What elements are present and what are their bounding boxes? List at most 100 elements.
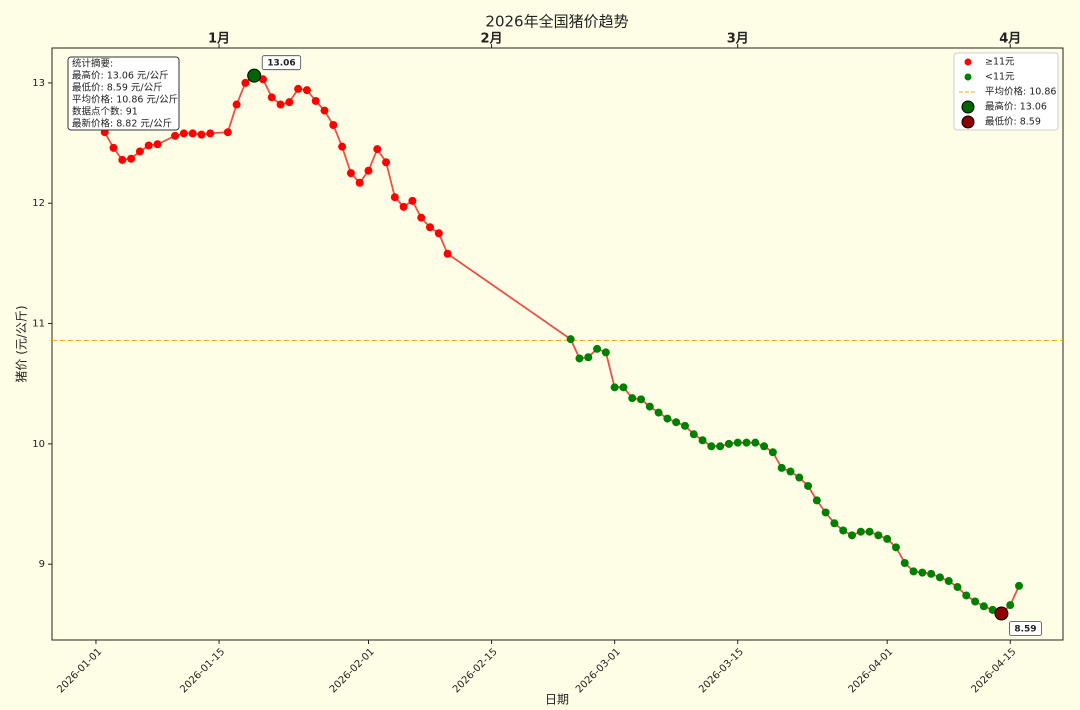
y-tick-label: 13 [32, 78, 45, 89]
price-point [751, 438, 760, 447]
price-point [346, 169, 355, 178]
price-point [232, 100, 241, 109]
price-point [109, 143, 118, 152]
price-point [962, 591, 971, 600]
price-point [302, 86, 311, 95]
price-point [267, 93, 276, 102]
price-point [399, 202, 408, 211]
y-tick-label: 11 [32, 319, 45, 330]
legend-symbol [961, 100, 975, 114]
y-tick-label: 12 [32, 198, 45, 209]
price-point [927, 569, 936, 578]
price-point [637, 395, 646, 404]
price-point [733, 438, 742, 447]
legend-label: 平均价格: 10.86 [985, 86, 1056, 98]
stats-line: 统计摘要: [72, 58, 113, 70]
price-point [663, 414, 672, 423]
price-point [645, 402, 654, 411]
annotation-box [1009, 621, 1042, 636]
price-point [795, 473, 804, 482]
legend-symbol [961, 115, 975, 129]
price-point [654, 408, 663, 417]
price-point [804, 481, 813, 490]
price-point [188, 129, 197, 138]
price-point [153, 140, 162, 149]
price-point [144, 141, 153, 150]
chart-title: 2026年全国猪价趋势 [485, 13, 628, 31]
stats-line: 数据点个数: 91 [72, 106, 138, 118]
y-axis-label: 猪价 (元/公斤) [15, 305, 29, 382]
price-point [707, 442, 716, 451]
price-point [830, 519, 839, 528]
price-point [426, 223, 435, 232]
price-point [294, 84, 303, 93]
price-point [382, 158, 391, 167]
price-point [918, 568, 927, 577]
stats-line: 最新价格: 8.82 元/公斤 [72, 118, 172, 130]
price-point [953, 583, 962, 592]
price-point [891, 543, 900, 552]
price-point [355, 178, 364, 187]
plot-area [51, 47, 1064, 641]
price-point [777, 463, 786, 472]
price-point [874, 531, 883, 540]
x-axis-label: 日期 [545, 693, 569, 707]
legend-label: ≥11元 [985, 57, 1015, 68]
top-tick-label: 4月 [999, 32, 1021, 47]
price-point [821, 508, 830, 517]
price-point [672, 418, 681, 427]
price-point [276, 100, 285, 109]
price-point [689, 430, 698, 439]
stats-line: 平均价格: 10.86 元/公斤 [72, 94, 178, 106]
price-point [900, 558, 909, 567]
price-point [575, 354, 584, 363]
price-point [206, 129, 215, 138]
y-tick-label: 9 [39, 559, 45, 570]
price-point [786, 467, 795, 476]
legend-label: 最高价: 13.06 [985, 101, 1047, 113]
price-point [760, 442, 769, 451]
top-tick-label: 2月 [481, 32, 503, 47]
price-point [390, 193, 399, 202]
stats-box [67, 56, 180, 131]
stats-line: 最低价: 8.59 元/公斤 [72, 82, 163, 94]
price-point [118, 155, 127, 164]
top-tick-label: 1月 [208, 32, 230, 47]
price-point [680, 421, 689, 430]
price-point [1015, 581, 1024, 590]
price-point [848, 531, 857, 540]
price-point [179, 129, 188, 138]
price-point [856, 527, 865, 536]
price-point [171, 131, 180, 140]
price-point [716, 442, 725, 451]
legend-symbol [964, 58, 972, 66]
top-tick-label: 3月 [727, 32, 749, 47]
price-point [593, 344, 602, 353]
price-point [329, 121, 338, 130]
price-point [443, 249, 452, 258]
price-point [601, 348, 610, 357]
price-point [724, 439, 733, 448]
annotation-label: 13.06 [267, 59, 295, 69]
price-point [434, 229, 443, 238]
price-point [373, 145, 382, 154]
price-point [197, 130, 206, 139]
price-point [241, 78, 250, 87]
price-point [223, 128, 232, 137]
price-point [584, 353, 593, 362]
price-point [839, 526, 848, 535]
y-tick-label: 10 [32, 439, 45, 450]
price-point [698, 436, 707, 445]
price-point [566, 335, 575, 344]
price-point [135, 147, 144, 156]
price-point [408, 196, 417, 205]
extreme-marker [247, 68, 262, 83]
price-point [909, 567, 918, 576]
price-point [127, 154, 136, 163]
price-point [320, 106, 329, 115]
price-point [812, 496, 821, 505]
price-point [971, 597, 980, 606]
legend-box [953, 52, 1059, 131]
legend-label: <11元 [985, 72, 1015, 83]
